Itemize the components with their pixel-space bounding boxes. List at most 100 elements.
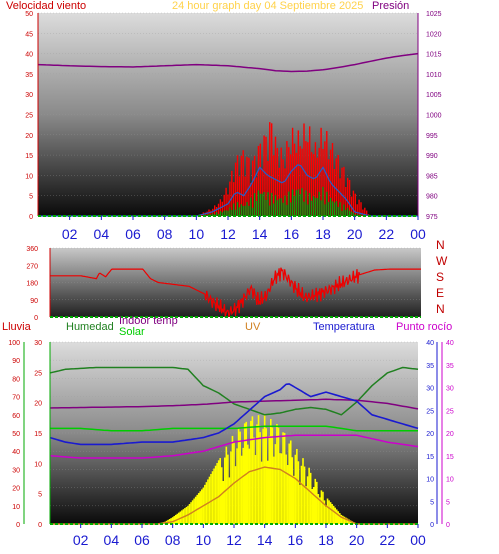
punto-rocio-y-tick-label: 20 — [446, 431, 454, 438]
wind-x-tick-label: 18 — [315, 226, 331, 242]
direction-y-tick-label: 180 — [26, 281, 38, 288]
pressure-line — [37, 52, 419, 73]
wind-x-tick-label: 00 — [410, 226, 426, 242]
lluvia-y-tick-label: 30 — [12, 467, 20, 474]
wind-x-tick-label: 08 — [157, 226, 173, 242]
lluvia-y-tick-label: 40 — [12, 449, 20, 456]
header-center: 24 hour graph day 04 Septiembre 2025 — [172, 0, 363, 12]
lower-x-tick-label: 04 — [104, 532, 120, 548]
temperatura-y-tick-label: 20 — [426, 431, 434, 438]
right-y-tick-label: 1005 — [426, 92, 442, 99]
uv-label: UV — [245, 321, 261, 333]
series-lines — [37, 52, 421, 525]
temperatura-line — [49, 383, 419, 446]
left-y-tick-label: 30 — [25, 92, 33, 99]
lluvia-y-tick-label: 60 — [12, 413, 20, 420]
left-y-tick-label: 50 — [25, 11, 33, 18]
direction-label-s: S — [436, 270, 444, 284]
humedad-y-tick-label: 30 — [34, 340, 42, 347]
lower-x-tick-label: 14 — [257, 532, 273, 548]
right-y-tick-label: 1020 — [426, 31, 442, 38]
lower-x-tick-label: 10 — [196, 532, 212, 548]
temperatura-y-tick-label: 10 — [426, 477, 434, 484]
wind-x-tick-label: 06 — [125, 226, 141, 242]
lower-x-tick-label: 18 — [318, 532, 334, 548]
lluvia-y-tick-label: 80 — [12, 376, 20, 383]
wind-x-tick-label: 02 — [62, 226, 78, 242]
humedad-y-tick-label: 5 — [38, 492, 42, 499]
lluvia-y-tick-label: 100 — [8, 340, 20, 347]
lluvia-y-tick-label: 50 — [12, 431, 20, 438]
punto-rocio-y-tick-label: 35 — [446, 363, 454, 370]
left-y-tick-label: 15 — [25, 153, 33, 160]
temperatura-y-tick-label: 5 — [430, 499, 434, 506]
left-y-tick-label: 20 — [25, 133, 33, 140]
lluvia-y-tick-label: 20 — [12, 486, 20, 493]
temperatura-y-tick-label: 35 — [426, 363, 434, 370]
humedad-y-tick-label: 25 — [34, 370, 42, 377]
wind-x-tick-label: 12 — [220, 226, 236, 242]
solar-line — [50, 425, 418, 432]
direction-y-tick-label: 90 — [30, 298, 38, 305]
right-y-tick-label: 1015 — [426, 52, 442, 59]
temperatura-label: Temperatura — [313, 321, 376, 333]
lluvia-y-tick-label: 90 — [12, 358, 20, 365]
temperatura-y-tick-label: 25 — [426, 408, 434, 415]
lower-x-tick-label: 02 — [73, 532, 89, 548]
indoor-temp-line — [49, 398, 419, 410]
punto-rocio-y-tick-label: 5 — [446, 499, 450, 506]
lower-x-tick-label: 08 — [165, 532, 181, 548]
punto-rocio-y-tick-label: 40 — [446, 340, 454, 347]
solar-label: Solar — [119, 326, 145, 338]
left-y-tick-label: 45 — [25, 31, 33, 38]
right-y-tick-label: 1025 — [426, 11, 442, 18]
temperatura-y-tick-label: 0 — [430, 522, 434, 529]
solar-bars — [159, 414, 356, 524]
punto-rocio-y-tick-label: 25 — [446, 408, 454, 415]
wind-x-tick-label: 10 — [189, 226, 205, 242]
punto-rocio-y-tick-label: 15 — [446, 454, 454, 461]
direction-label-e: E — [436, 286, 444, 300]
lluvia-label: Lluvia — [2, 321, 32, 333]
punto-rocio-y-tick-label: 0 — [446, 522, 450, 529]
direction-y-tick-label: 0 — [34, 315, 38, 322]
header-right: Presión — [372, 0, 409, 12]
right-y-tick-label: 985 — [426, 173, 438, 180]
wind-x-tick-label: 22 — [379, 226, 395, 242]
direction-label-w: W — [436, 254, 448, 268]
indoor-temp-label: Indoor temp — [119, 315, 178, 327]
humedad-y-tick-label: 0 — [38, 522, 42, 529]
wind-x-tick-label: 20 — [347, 226, 363, 242]
lluvia-y-tick-label: 10 — [12, 504, 20, 511]
left-y-tick-label: 10 — [25, 173, 33, 180]
tick-labels: 0510152025303540455097598098599099510001… — [8, 11, 454, 548]
humedad-label: Humedad — [66, 321, 114, 333]
lower-x-tick-label: 22 — [380, 532, 396, 548]
lluvia-y-tick-label: 70 — [12, 395, 20, 402]
humedad-y-tick-label: 15 — [34, 431, 42, 438]
right-y-tick-label: 980 — [426, 194, 438, 201]
header-left: Velocidad viento — [6, 0, 86, 12]
lower-x-tick-label: 20 — [349, 532, 365, 548]
lower-x-tick-label: 16 — [288, 532, 304, 548]
right-y-tick-label: 1000 — [426, 113, 442, 120]
punto-rocio-y-tick-label: 30 — [446, 386, 454, 393]
punto-rocio-label: Punto rocío — [396, 321, 452, 333]
lluvia-y-tick-label: 0 — [16, 522, 20, 529]
wind-x-tick-label: 16 — [284, 226, 300, 242]
direction-label-n-top: N — [436, 238, 445, 252]
wind-bars — [198, 122, 370, 216]
humedad-y-tick-label: 20 — [34, 401, 42, 408]
direction-y-tick-label: 270 — [26, 263, 38, 270]
lower-x-tick-label: 00 — [410, 532, 426, 548]
right-y-tick-label: 995 — [426, 133, 438, 140]
temperatura-y-tick-label: 40 — [426, 340, 434, 347]
temperatura-y-tick-label: 15 — [426, 454, 434, 461]
left-y-tick-label: 35 — [25, 72, 33, 79]
left-y-tick-label: 25 — [25, 113, 33, 120]
wind-x-tick-label: 14 — [252, 226, 268, 242]
temperatura-y-tick-label: 30 — [426, 386, 434, 393]
left-y-tick-label: 40 — [25, 52, 33, 59]
left-y-tick-label: 5 — [29, 194, 33, 201]
